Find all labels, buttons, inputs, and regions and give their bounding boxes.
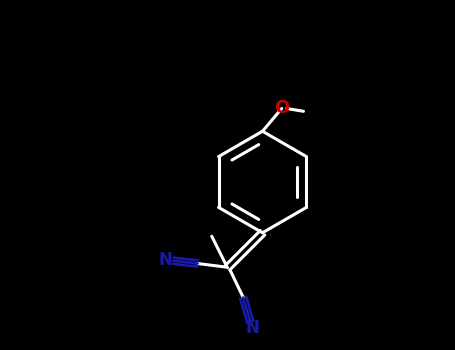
Text: N: N (159, 251, 172, 269)
Text: O: O (274, 99, 290, 117)
Text: N: N (245, 319, 259, 337)
